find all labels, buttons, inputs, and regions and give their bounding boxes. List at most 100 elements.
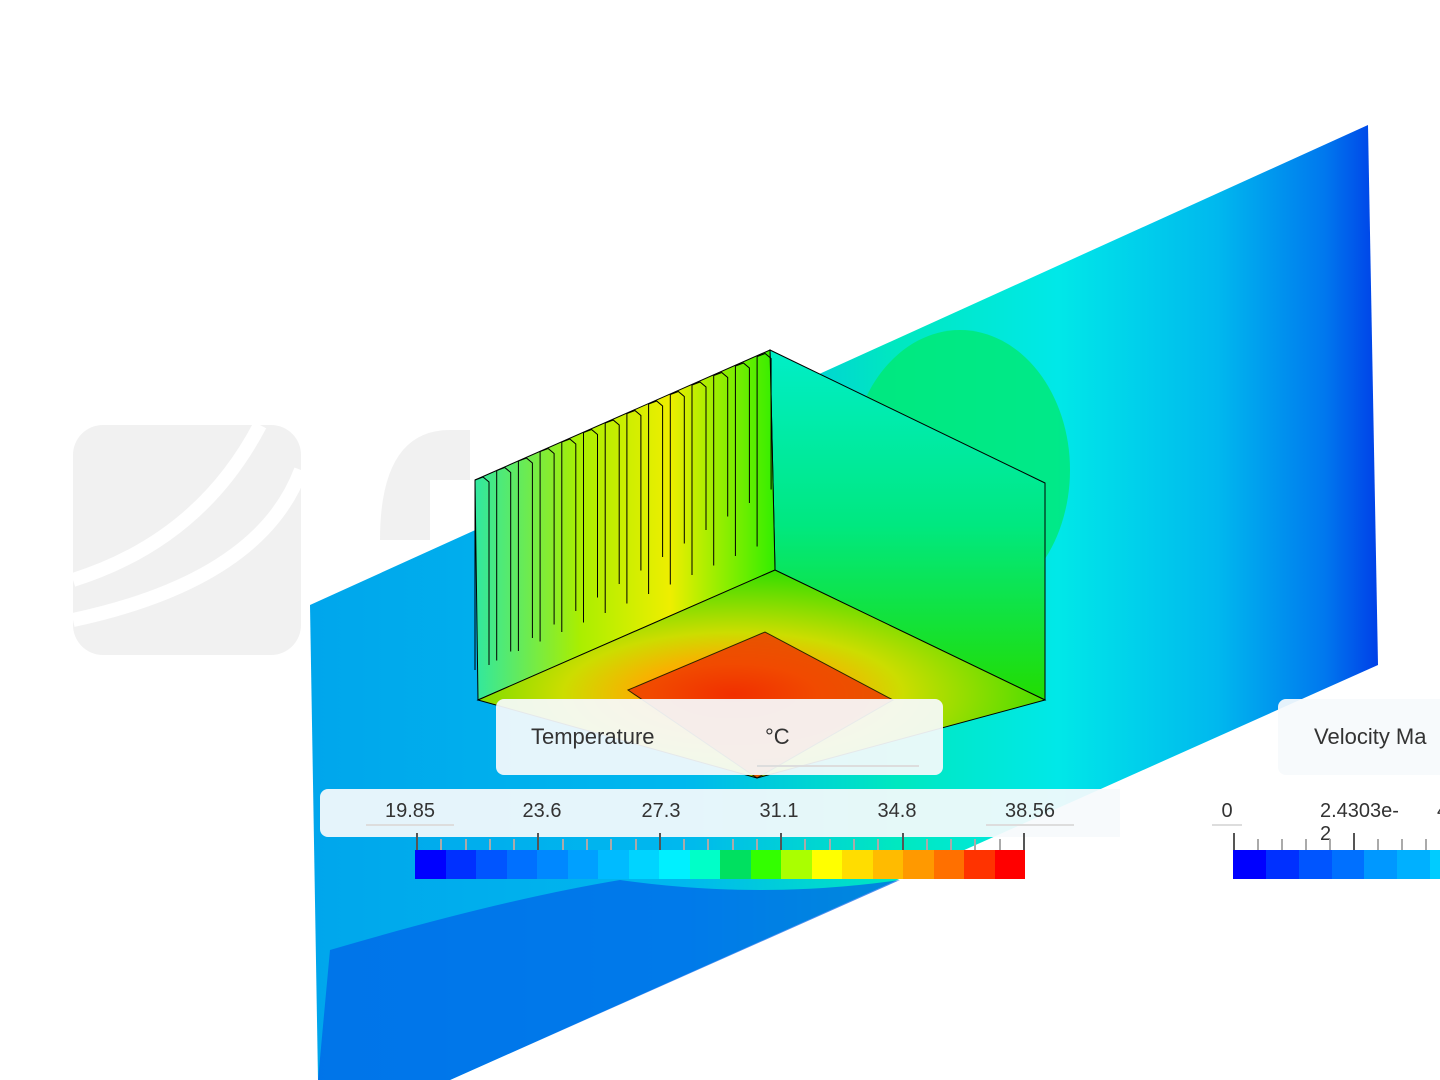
- colorbar-tick: [683, 839, 686, 850]
- temperature-tick-label: 34.8: [877, 800, 917, 822]
- colorbar-tick: [416, 833, 418, 850]
- heat-sink-fin: [496, 466, 512, 661]
- colorbar-tick: [901, 833, 904, 850]
- colorbar-band: [1265, 850, 1299, 879]
- colorbar-band: [1233, 850, 1266, 879]
- heat-sink-fin: [474, 476, 490, 670]
- colorbar-band: [476, 850, 507, 879]
- colorbar-band: [1397, 850, 1431, 879]
- max-underline: [986, 824, 1074, 826]
- velocity-min-underline: [1212, 824, 1242, 826]
- colorbar-tick: [1401, 839, 1403, 850]
- temperature-colorbar: [415, 850, 1025, 879]
- heat-sink-fin: [604, 419, 620, 613]
- heat-sink-fin: [669, 390, 685, 585]
- watermark-logo: [70, 421, 470, 655]
- colorbar-band: [506, 850, 537, 879]
- velocity-legend-title: Velocity Ma: [1314, 724, 1427, 749]
- temperature-tick-label: 31.1: [759, 800, 799, 822]
- colorbar-band: [1430, 850, 1440, 879]
- cut-plane-cold-region: [318, 880, 900, 1080]
- colorbar-tick: [1353, 833, 1355, 850]
- heat-sink-fin: [583, 428, 598, 623]
- colorbar-band: [933, 850, 964, 879]
- heat-sink-fin: [691, 381, 707, 575]
- colorbar-band: [445, 850, 476, 879]
- heat-sink-fin: [648, 400, 664, 594]
- colorbar-band: [659, 850, 690, 879]
- colorbar-tick: [755, 839, 758, 850]
- colorbar-band: [964, 850, 995, 879]
- temperature-legend-labels-panel: [320, 789, 1120, 837]
- colorbar-band: [628, 850, 659, 879]
- colorbar-band: [598, 850, 629, 879]
- colorbar-band: [781, 850, 812, 879]
- colorbar-tick: [537, 833, 540, 850]
- colorbar-tick: [925, 839, 928, 850]
- colorbar-tick: [658, 833, 661, 850]
- colorbar-band: [1331, 850, 1365, 879]
- heat-sink-fin: [517, 457, 533, 651]
- colorbar-tick: [707, 839, 710, 850]
- temperature-tick-label: 23.6: [522, 800, 562, 822]
- colorbar-tick: [513, 839, 516, 850]
- colorbar-band: [872, 850, 903, 879]
- colorbar-band: [750, 850, 781, 879]
- velocity-colorbar: [1233, 850, 1440, 879]
- colorbar-tick: [610, 839, 613, 850]
- heat-sink-fin: [561, 438, 577, 632]
- temperature-tick-label: 38.56: [1004, 800, 1056, 822]
- colorbar-tick: [877, 839, 880, 850]
- colorbar-band: [994, 850, 1025, 879]
- colorbar-tick: [950, 839, 953, 850]
- temperature-tick-label: 27.3: [641, 800, 681, 822]
- colorbar-band: [811, 850, 842, 879]
- colorbar-tick: [1233, 833, 1235, 850]
- heat-sink-fin: [626, 409, 642, 604]
- colorbar-band: [842, 850, 873, 879]
- min-underline: [366, 824, 454, 826]
- colorbar-band: [567, 850, 598, 879]
- colorbar-tick: [1377, 839, 1379, 850]
- temperature-legend-title: Temperature: [531, 724, 655, 749]
- heat-sink-fin: [756, 352, 772, 547]
- colorbar-tick: [1425, 839, 1427, 850]
- velocity-label: 0: [1221, 800, 1233, 822]
- temperature-tick-label: 19.85: [384, 800, 436, 822]
- colorbar-band: [415, 850, 446, 879]
- colorbar-band: [903, 850, 934, 879]
- colorbar-tick: [464, 839, 467, 850]
- colorbar-band: [537, 850, 568, 879]
- colorbar-band: [1298, 850, 1332, 879]
- colorbar-tick: [731, 839, 734, 850]
- heat-sink-fin: [539, 447, 555, 642]
- colorbar-tick: [828, 839, 831, 850]
- colorbar-band: [720, 850, 751, 879]
- heat-sink-fin: [734, 362, 750, 556]
- colorbar-tick: [1257, 839, 1259, 850]
- colorbar-tick: [585, 839, 588, 850]
- colorbar-tick: [440, 839, 443, 850]
- colorbar-band: [1364, 850, 1398, 879]
- colorbar-tick: [634, 839, 637, 850]
- unit-underline: [757, 765, 919, 767]
- colorbar-tick: [488, 839, 491, 850]
- temperature-legend-title-panel: [496, 699, 943, 775]
- colorbar-tick: [804, 839, 807, 850]
- colorbar-tick: [1023, 833, 1025, 850]
- heat-sink-fin: [713, 371, 729, 566]
- velocity-label: 2.4303e-2: [1320, 800, 1399, 845]
- temperature-legend-unit[interactable]: °C: [765, 724, 790, 749]
- colorbar-tick: [853, 839, 856, 850]
- colorbar-tick: [998, 839, 1001, 850]
- colorbar-tick: [974, 839, 977, 850]
- colorbar-band: [689, 850, 720, 879]
- colorbar-tick: [780, 833, 783, 850]
- colorbar-tick: [1305, 839, 1307, 850]
- colorbar-tick: [1281, 839, 1283, 850]
- colorbar-tick: [1329, 839, 1331, 850]
- velocity-legend-title-panel: [1278, 699, 1440, 775]
- velocity-label: 4: [1437, 800, 1440, 823]
- colorbar-tick: [561, 839, 564, 850]
